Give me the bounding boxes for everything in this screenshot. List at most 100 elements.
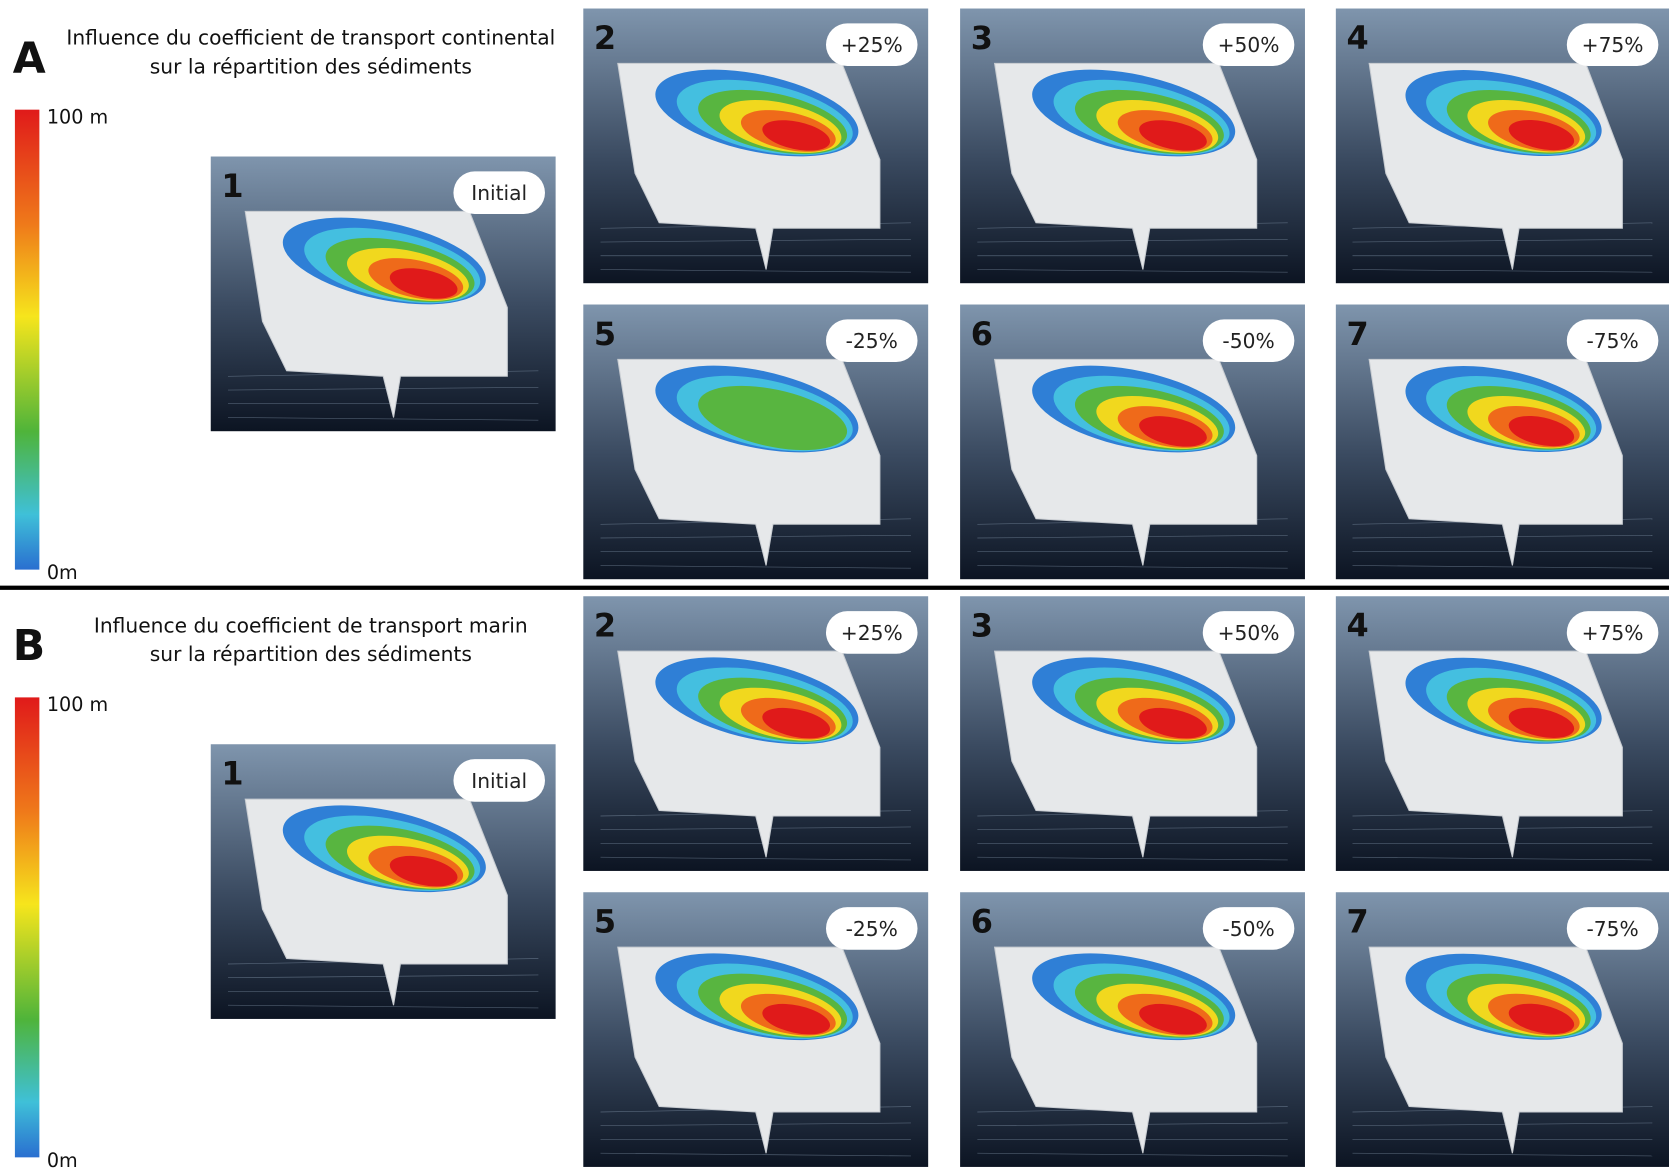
sediment bbox=[1139, 1003, 1207, 1035]
panel-label: -75% bbox=[1586, 329, 1638, 353]
panel-label: +75% bbox=[1582, 621, 1644, 645]
section-title: Influence du coefficient de transport co… bbox=[66, 26, 555, 50]
panel-grid bbox=[600, 826, 911, 831]
panel-label-pill bbox=[1566, 319, 1659, 363]
render-panel: 7 -75% bbox=[1335, 892, 1669, 1167]
colorbar bbox=[14, 109, 40, 570]
panel-label: -25% bbox=[846, 329, 898, 353]
render-panel: 6 -50% bbox=[960, 892, 1305, 1167]
colorbar-max: 100 m bbox=[47, 106, 108, 129]
panel-label: +50% bbox=[1218, 621, 1280, 645]
sediment bbox=[1508, 120, 1575, 151]
panel-number: 6 bbox=[971, 903, 993, 941]
panel-grid bbox=[977, 826, 1288, 831]
render-panel: 1 Initial bbox=[210, 744, 556, 1019]
panel-grid bbox=[977, 1152, 1288, 1157]
sediment bbox=[1508, 1003, 1575, 1034]
sediment bbox=[762, 1003, 831, 1035]
panel-grid bbox=[600, 856, 911, 861]
panel-grid bbox=[600, 1122, 911, 1127]
render-panel: 5 -25% bbox=[583, 892, 929, 1167]
panel-number: 1 bbox=[221, 167, 243, 205]
render-panel: 7 -75% bbox=[1335, 304, 1669, 580]
sediment bbox=[1508, 707, 1575, 738]
panel-grid bbox=[600, 1152, 911, 1157]
panel-grid bbox=[977, 1122, 1288, 1127]
sediment bbox=[1139, 707, 1207, 739]
panel-grid bbox=[1352, 1122, 1653, 1127]
panel-grid bbox=[977, 534, 1288, 539]
render-panel: 5 -25% bbox=[583, 304, 929, 580]
panel-number: 6 bbox=[971, 315, 993, 353]
sediment bbox=[1139, 120, 1207, 151]
panel-label-pill bbox=[825, 23, 918, 67]
panel-grid bbox=[977, 565, 1288, 569]
panel-grid bbox=[1352, 856, 1653, 861]
panel-label-pill bbox=[1566, 907, 1659, 950]
panel-grid bbox=[977, 856, 1288, 861]
sediment bbox=[389, 268, 458, 299]
panel-grid bbox=[227, 1004, 539, 1009]
panel-grid bbox=[977, 238, 1288, 243]
panel-number: 7 bbox=[1346, 315, 1368, 353]
panel-grid bbox=[977, 269, 1288, 273]
panel-grid bbox=[600, 534, 911, 539]
panel-number: 4 bbox=[1346, 19, 1368, 57]
panel-grid bbox=[227, 974, 539, 979]
panel-number: 5 bbox=[594, 315, 616, 353]
render-panel: 3 +50% bbox=[960, 8, 1305, 284]
panel-number: 7 bbox=[1346, 903, 1368, 941]
panel-grid bbox=[227, 417, 539, 421]
panel-label-pill bbox=[1202, 319, 1295, 363]
panel-label: Initial bbox=[471, 769, 527, 793]
panel-number: 3 bbox=[971, 607, 993, 645]
panel-grid bbox=[1352, 565, 1653, 569]
panel-number: 1 bbox=[221, 755, 243, 793]
panel-grid bbox=[600, 565, 911, 569]
panel-label: -75% bbox=[1586, 917, 1638, 941]
colorbar-min: 0m bbox=[47, 1149, 78, 1168]
panel-label-pill bbox=[453, 171, 545, 215]
panel-label-pill bbox=[1566, 611, 1659, 654]
section-letter: A bbox=[13, 33, 46, 83]
panel-label-pill bbox=[1202, 907, 1295, 950]
panel-label: +75% bbox=[1582, 33, 1644, 57]
panel-grid bbox=[227, 386, 539, 391]
section-title: sur la répartition des sédiments bbox=[150, 54, 472, 78]
panel-label-pill bbox=[825, 319, 918, 363]
render-panel: 2 +25% bbox=[583, 596, 929, 871]
panel-number: 4 bbox=[1346, 607, 1368, 645]
panel-grid bbox=[1352, 1152, 1653, 1157]
panel-grid bbox=[1352, 534, 1653, 539]
sediment bbox=[1139, 416, 1207, 447]
panel-label: -50% bbox=[1222, 329, 1274, 353]
colorbar bbox=[14, 697, 40, 1158]
render-panel: 4 +75% bbox=[1335, 596, 1669, 871]
panel-label-pill bbox=[1202, 23, 1295, 67]
sediment bbox=[389, 855, 458, 887]
panel-label: -50% bbox=[1222, 917, 1274, 941]
panel-number: 2 bbox=[594, 607, 616, 645]
panel-grid bbox=[1352, 269, 1653, 273]
panel-label-pill bbox=[1566, 23, 1659, 67]
render-panel: 6 -50% bbox=[960, 304, 1305, 580]
render-panel: 2 +25% bbox=[583, 8, 929, 284]
panel-label: +25% bbox=[841, 621, 903, 645]
panel-label: +50% bbox=[1218, 33, 1280, 57]
sediment bbox=[762, 120, 831, 151]
panel-grid bbox=[1352, 238, 1653, 243]
panel-label-pill bbox=[825, 907, 918, 950]
sediment bbox=[1508, 415, 1575, 447]
panel-label-pill bbox=[825, 611, 918, 654]
panel-number: 2 bbox=[594, 19, 616, 57]
section-letter: B bbox=[13, 621, 45, 671]
panel-label: -25% bbox=[846, 917, 898, 941]
panel-grid bbox=[1352, 826, 1653, 831]
render-panel: 3 +50% bbox=[960, 596, 1305, 871]
sediment bbox=[698, 385, 848, 451]
section-title: sur la répartition des sédiments bbox=[150, 642, 472, 666]
panel-number: 3 bbox=[971, 19, 993, 57]
render-panel: 1 Initial bbox=[210, 156, 556, 432]
